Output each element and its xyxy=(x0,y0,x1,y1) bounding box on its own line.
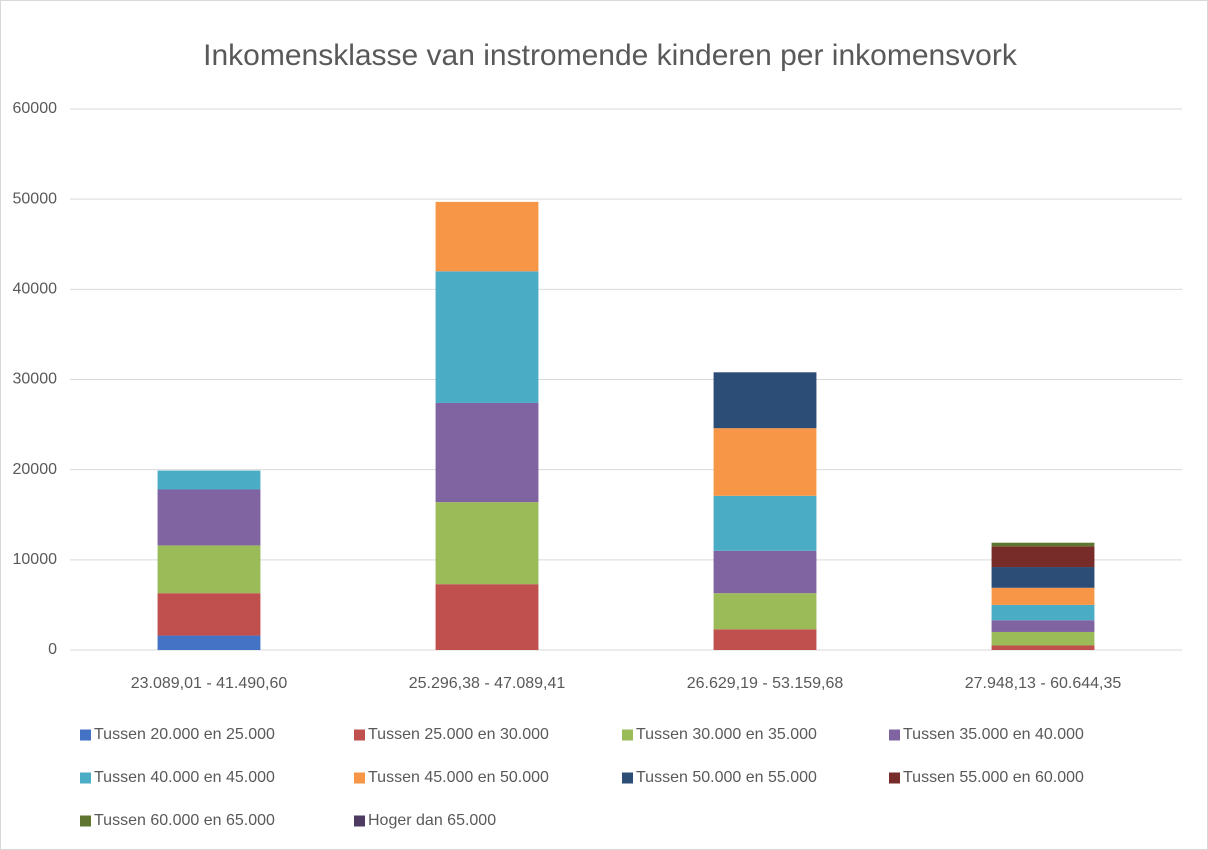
y-tick-label: 20000 xyxy=(13,461,58,478)
legend-label: Tussen 20.000 en 25.000 xyxy=(94,726,275,743)
y-tick-label: 40000 xyxy=(13,281,58,298)
legend-label: Tussen 25.000 en 30.000 xyxy=(368,726,549,743)
legend-swatch xyxy=(80,815,91,827)
legend-label: Tussen 45.000 en 50.000 xyxy=(368,769,549,786)
legend-label: Tussen 35.000 en 40.000 xyxy=(903,726,1084,743)
y-tick-label: 10000 xyxy=(13,551,58,568)
legend-label: Tussen 50.000 en 55.000 xyxy=(636,769,817,786)
bar-segment xyxy=(991,542,1095,547)
legend-swatch xyxy=(354,772,365,784)
x-tick-label: 27.948,13 - 60.644,35 xyxy=(965,675,1122,692)
bar-segment xyxy=(435,402,539,503)
bar-segment xyxy=(991,587,1095,605)
bar-segment xyxy=(991,645,1095,650)
bar-segment xyxy=(991,631,1095,646)
bar-segment xyxy=(435,502,539,585)
bar-segment xyxy=(991,546,1095,568)
bar-segment xyxy=(157,635,261,650)
legend-label: Tussen 60.000 en 65.000 xyxy=(94,812,275,829)
legend-swatch xyxy=(80,729,91,741)
legend-label: Tussen 40.000 en 45.000 xyxy=(94,769,275,786)
chart-title: Inkomensklasse van instromende kinderen … xyxy=(203,39,1018,72)
bar-segment xyxy=(435,584,539,650)
legend-swatch xyxy=(622,772,633,784)
x-tick-label: 23.089,01 - 41.490,60 xyxy=(131,675,288,692)
x-tick-label: 26.629,19 - 53.159,68 xyxy=(687,675,844,692)
legend-label: Tussen 55.000 en 60.000 xyxy=(903,769,1084,786)
bar-segment xyxy=(713,372,817,429)
y-tick-label: 50000 xyxy=(13,190,58,207)
y-tick-label: 60000 xyxy=(13,100,58,117)
bar-segment xyxy=(991,604,1095,621)
x-tick-label: 25.296,38 - 47.089,41 xyxy=(409,675,566,692)
bar-segment xyxy=(991,620,1095,632)
legend-swatch xyxy=(354,815,365,827)
y-tick-label: 30000 xyxy=(13,371,58,388)
bar-segment xyxy=(435,271,539,403)
legend-swatch xyxy=(889,772,900,784)
bar-segment xyxy=(157,545,261,594)
bar-segment xyxy=(713,550,817,594)
legend-label: Tussen 30.000 en 35.000 xyxy=(636,726,817,743)
bar-segment xyxy=(991,567,1095,588)
legend-swatch xyxy=(354,729,365,741)
legend-label: Hoger dan 65.000 xyxy=(368,812,496,829)
bar-segment xyxy=(713,629,817,650)
legend-swatch xyxy=(889,729,900,741)
legend-swatch xyxy=(622,729,633,741)
bar-segment xyxy=(157,470,261,490)
bar-segment xyxy=(713,428,817,496)
bar-segment xyxy=(157,489,261,546)
y-tick-label: 0 xyxy=(48,641,57,658)
bar-segment xyxy=(157,593,261,636)
bar-segment xyxy=(435,201,539,272)
bar-segment xyxy=(713,495,817,551)
bar-segment xyxy=(713,593,817,630)
legend-swatch xyxy=(80,772,91,784)
